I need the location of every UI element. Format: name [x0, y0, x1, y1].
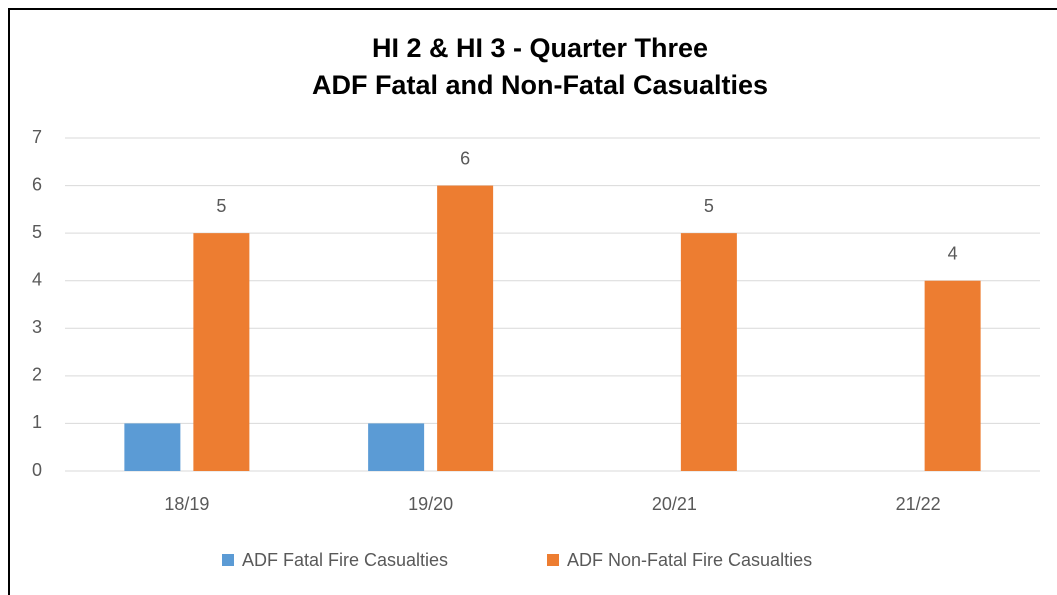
- x-tick-label: 18/19: [164, 494, 209, 514]
- chart-title: HI 2 & HI 3 - Quarter Three: [372, 33, 708, 63]
- x-tick-label: 19/20: [408, 494, 453, 514]
- y-tick-label: 2: [32, 365, 42, 385]
- y-tick-label: 6: [32, 174, 42, 194]
- data-label: 5: [704, 196, 714, 216]
- bar: [437, 185, 494, 472]
- legend-swatch: [222, 554, 234, 566]
- y-tick-label: 4: [32, 269, 42, 289]
- y-tick-label: 3: [32, 317, 42, 337]
- legend-swatch: [547, 554, 559, 566]
- bar: [680, 233, 737, 471]
- bar: [124, 423, 181, 471]
- x-tick-label: 20/21: [652, 494, 697, 514]
- x-tick-label: 21/22: [896, 494, 941, 514]
- bar: [368, 423, 425, 471]
- y-tick-label: 7: [32, 127, 42, 147]
- data-label: 4: [948, 243, 958, 263]
- data-label: 5: [216, 196, 226, 216]
- y-tick-label: 1: [32, 412, 42, 432]
- data-label: 6: [460, 148, 470, 168]
- chart-frame: [8, 8, 1057, 595]
- bar: [193, 233, 250, 471]
- chart-title: ADF Fatal and Non-Fatal Casualties: [312, 70, 768, 100]
- y-tick-label: 5: [32, 222, 42, 242]
- legend-label: ADF Non-Fatal Fire Casualties: [567, 550, 812, 570]
- bar: [924, 280, 981, 471]
- y-tick-label: 0: [32, 460, 42, 480]
- legend-label: ADF Fatal Fire Casualties: [242, 550, 448, 570]
